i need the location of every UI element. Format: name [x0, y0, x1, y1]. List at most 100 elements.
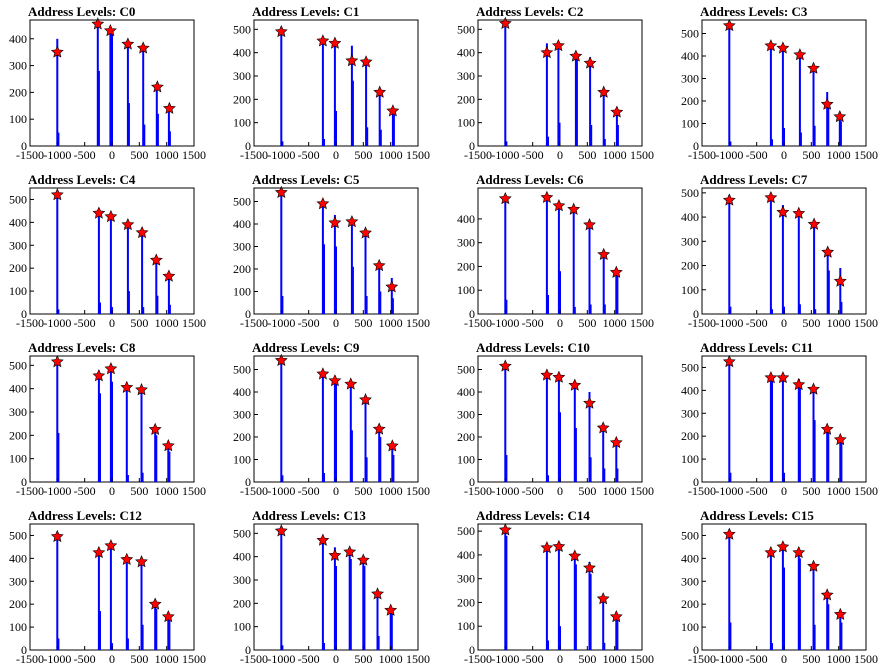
star-marker	[120, 380, 134, 394]
star-marker	[274, 185, 288, 199]
star-marker	[793, 48, 807, 61]
y-tick-label: 100	[457, 116, 475, 130]
bar	[602, 425, 605, 483]
y-tick-label: 200	[233, 92, 251, 106]
star-marker	[498, 16, 512, 30]
star-marker	[722, 354, 736, 368]
bar	[126, 475, 129, 482]
bar	[348, 552, 351, 650]
y-tick-label: 0	[245, 139, 251, 153]
x-tick-label: 0	[557, 652, 563, 666]
bar	[827, 270, 830, 314]
bar	[167, 444, 170, 482]
star-marker	[92, 206, 106, 219]
bar	[558, 122, 561, 146]
bar	[378, 428, 381, 482]
x-tick-label: 1000	[155, 652, 179, 666]
y-tick-label: 400	[9, 215, 27, 229]
y-tick-label: 500	[457, 22, 475, 36]
bar	[616, 125, 619, 146]
bar	[838, 112, 841, 147]
y-tick-label: 400	[457, 548, 475, 562]
bar	[351, 80, 354, 146]
bar	[812, 565, 815, 650]
bar	[729, 472, 732, 482]
star-marker	[764, 39, 778, 52]
star-marker	[274, 353, 288, 367]
x-tick-label: -500	[298, 484, 320, 498]
bar	[603, 139, 606, 146]
star-marker	[567, 202, 581, 215]
bar	[557, 545, 560, 650]
x-tick-label: 1500	[630, 484, 654, 498]
star-marker	[583, 561, 596, 574]
x-tick-label: -500	[298, 316, 320, 330]
y-tick-label: 300	[681, 72, 699, 86]
star-marker	[551, 38, 565, 52]
x-tick-label: -1500	[688, 484, 716, 498]
y-tick-label: 500	[681, 528, 699, 542]
star-marker	[776, 41, 790, 54]
x-tick-label: 0	[333, 148, 339, 162]
bar	[574, 564, 577, 650]
y-tick-label: 400	[457, 46, 475, 60]
y-tick-label: 300	[681, 574, 699, 588]
star-marker	[540, 541, 554, 554]
bar	[799, 132, 802, 146]
bar	[826, 248, 829, 314]
bar	[588, 562, 591, 650]
star-marker	[722, 18, 736, 32]
x-tick-label: 1000	[603, 652, 627, 666]
chart-title: Address Levels: C1	[252, 4, 359, 19]
bar	[168, 131, 171, 146]
star-marker	[596, 592, 610, 605]
star-marker	[343, 545, 357, 558]
x-tick-label: -1000	[715, 316, 743, 330]
chart-panel: Address Levels: C12 0 100 200 300 400 500 -1500…	[0, 504, 224, 672]
y-tick-label: 200	[233, 430, 251, 444]
y-tick-label: 100	[233, 453, 251, 467]
bar	[504, 362, 507, 483]
x-tick-label: -1500	[688, 316, 716, 330]
bar	[840, 440, 843, 482]
x-tick-label: 1500	[630, 148, 654, 162]
star-marker	[568, 549, 582, 562]
star-marker	[50, 529, 64, 543]
bar	[366, 127, 369, 146]
bar	[771, 381, 773, 482]
x-tick-label: -1500	[464, 484, 492, 498]
bar	[545, 545, 548, 650]
bar	[729, 622, 732, 650]
x-tick-label: 1000	[827, 148, 851, 162]
bar	[392, 111, 395, 146]
x-tick-label: 500	[130, 484, 148, 498]
x-tick-label: -500	[746, 316, 768, 330]
star-marker	[150, 80, 164, 93]
bar	[798, 558, 801, 650]
chart-svg: Address Levels: C0 0 100 200 300 400 -1500 -100…	[9, 4, 206, 162]
y-tick-label: 0	[469, 475, 475, 489]
x-tick-label: -1500	[16, 652, 44, 666]
bar	[321, 538, 324, 650]
bar	[769, 47, 772, 146]
bar	[350, 45, 353, 147]
bar	[616, 619, 619, 650]
chart-svg: Address Levels: C12 0 100 200 300 400 500 -1500…	[9, 508, 206, 666]
bar	[126, 638, 129, 650]
bar	[154, 601, 157, 650]
bar	[769, 192, 772, 314]
x-tick-label: 1500	[406, 316, 430, 330]
bar	[365, 296, 368, 314]
bar	[280, 191, 283, 314]
star-marker	[807, 217, 821, 230]
x-tick-label: 0	[781, 316, 787, 330]
star-marker	[328, 216, 342, 229]
star-marker	[385, 439, 399, 452]
x-tick-label: 1000	[603, 148, 627, 162]
bar	[281, 645, 284, 650]
star-marker	[597, 85, 611, 98]
bar	[391, 298, 394, 315]
bar	[797, 378, 800, 482]
y-tick-label: 200	[681, 94, 699, 108]
y-tick-label: 500	[681, 360, 699, 374]
